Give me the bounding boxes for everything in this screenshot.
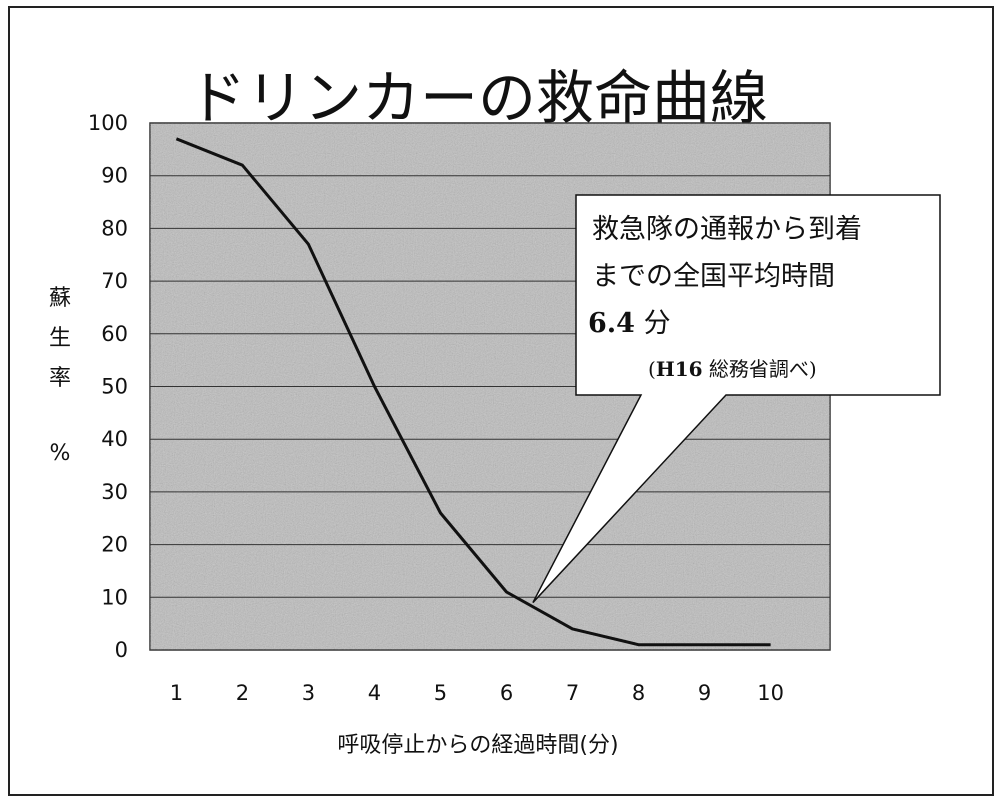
chart-title: ドリンカーの救命曲線 [188, 64, 768, 132]
chart: ドリンカーの救命曲線 0 10 20 30 40 50 60 70 80 90 100 1 2 3 4 5 6… [0, 0, 1000, 777]
x-tick-3: 3 [302, 681, 315, 705]
y-tick-labels: 0 10 20 30 40 50 60 70 80 90 100 [88, 111, 128, 662]
x-tick-4: 4 [368, 681, 381, 705]
callout-source: (H16 総務省調べ) [648, 357, 817, 381]
y-axis-label: 蘇生率% [49, 286, 71, 466]
y-label-char-2: 率 [49, 366, 71, 391]
y-tick-80: 80 [101, 216, 128, 240]
y-tick-60: 60 [101, 322, 128, 346]
x-tick-8: 8 [632, 681, 645, 705]
y-tick-40: 40 [101, 427, 128, 451]
y-label-char-3: % [50, 441, 71, 466]
callout-source-year: H16 [656, 357, 703, 381]
x-tick-2: 2 [236, 681, 249, 705]
y-tick-100: 100 [88, 111, 128, 135]
x-tick-9: 9 [698, 681, 711, 705]
x-axis-label: 呼吸停止からの経過時間(分) [337, 733, 618, 758]
x-tick-10: 10 [757, 681, 784, 705]
y-tick-20: 20 [101, 533, 128, 557]
y-label-char-1: 生 [49, 326, 71, 351]
callout-line-1: 救急隊の通報から到着 [592, 214, 862, 245]
y-tick-10: 10 [101, 585, 128, 609]
y-tick-90: 90 [101, 164, 128, 188]
y-tick-0: 0 [115, 638, 128, 662]
x-tick-7: 7 [566, 681, 579, 705]
y-label-char-0: 蘇 [49, 286, 71, 311]
x-tick-6: 6 [500, 681, 513, 705]
x-tick-1: 1 [170, 681, 183, 705]
callout-value-unit: 分 [635, 308, 671, 339]
y-tick-30: 30 [101, 480, 128, 504]
y-tick-70: 70 [101, 269, 128, 293]
x-tick-5: 5 [434, 681, 447, 705]
y-tick-50: 50 [101, 375, 128, 399]
callout-line-2: までの全国平均時間 [592, 261, 835, 292]
callout-source-open: ( [648, 357, 656, 381]
callout-value: 6.4 分 [588, 308, 671, 339]
x-tick-labels: 1 2 3 4 5 6 7 8 9 10 [170, 681, 784, 705]
callout-source-org: 総務省調べ) [703, 357, 817, 381]
callout-value-number: 6.4 [588, 308, 635, 339]
